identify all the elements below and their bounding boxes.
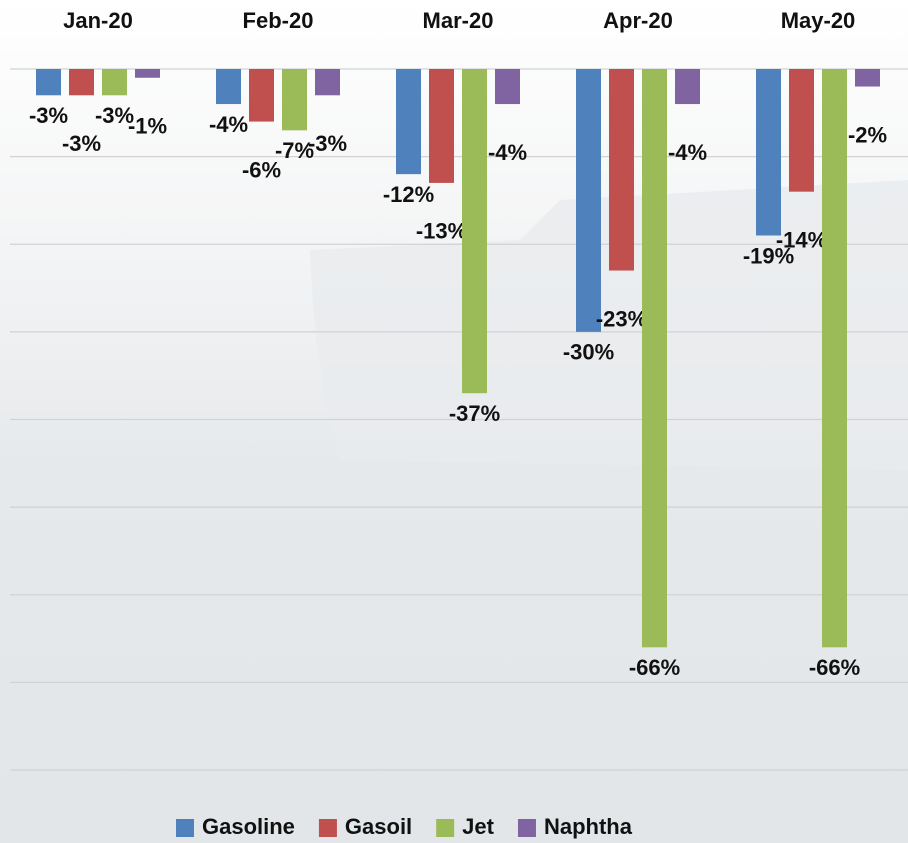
x-tick-label: Feb-20	[243, 8, 314, 33]
data-label: -3%	[29, 103, 68, 128]
bar	[282, 69, 307, 130]
bar	[216, 69, 241, 104]
bar	[576, 69, 601, 332]
bar	[495, 69, 520, 104]
data-label: -30%	[563, 340, 614, 365]
data-label: -66%	[629, 655, 680, 680]
bar	[396, 69, 421, 174]
bar	[789, 69, 814, 192]
x-tick-label: Apr-20	[603, 8, 673, 33]
data-label: -4%	[209, 112, 248, 137]
legend-swatch	[176, 819, 194, 837]
data-label: -37%	[449, 401, 500, 426]
bar	[609, 69, 634, 271]
x-tick-label: May-20	[781, 8, 856, 33]
x-tick-label: Jan-20	[63, 8, 133, 33]
chart: Jan-20-3%-3%-3%-1%Feb-20-4%-6%-7%-3%Mar-…	[0, 0, 908, 843]
bar	[36, 69, 61, 95]
legend-label: Gasoil	[345, 814, 412, 839]
bar	[135, 69, 160, 78]
data-label: -14%	[776, 227, 827, 252]
bar	[822, 69, 847, 647]
bar	[675, 69, 700, 104]
x-tick-label: Mar-20	[423, 8, 494, 33]
legend-label: Jet	[462, 814, 494, 839]
data-label: -23%	[596, 306, 647, 331]
data-label: -3%	[62, 131, 101, 156]
legend-label: Gasoline	[202, 814, 295, 839]
data-label: -12%	[383, 182, 434, 207]
bar	[855, 69, 880, 87]
bar	[462, 69, 487, 393]
legend-label: Naphtha	[544, 814, 633, 839]
data-label: -13%	[416, 219, 467, 244]
bar	[429, 69, 454, 183]
data-label: -4%	[668, 140, 707, 165]
data-label: -1%	[128, 114, 167, 139]
data-label: -3%	[308, 131, 347, 156]
data-label: -66%	[809, 655, 860, 680]
data-label: -4%	[488, 140, 527, 165]
bar	[756, 69, 781, 235]
legend-swatch	[319, 819, 337, 837]
bar	[642, 69, 667, 647]
bar	[315, 69, 340, 95]
bar	[102, 69, 127, 95]
bar	[249, 69, 274, 122]
data-label: -2%	[848, 122, 887, 147]
legend-swatch	[436, 819, 454, 837]
legend-swatch	[518, 819, 536, 837]
bar	[69, 69, 94, 95]
